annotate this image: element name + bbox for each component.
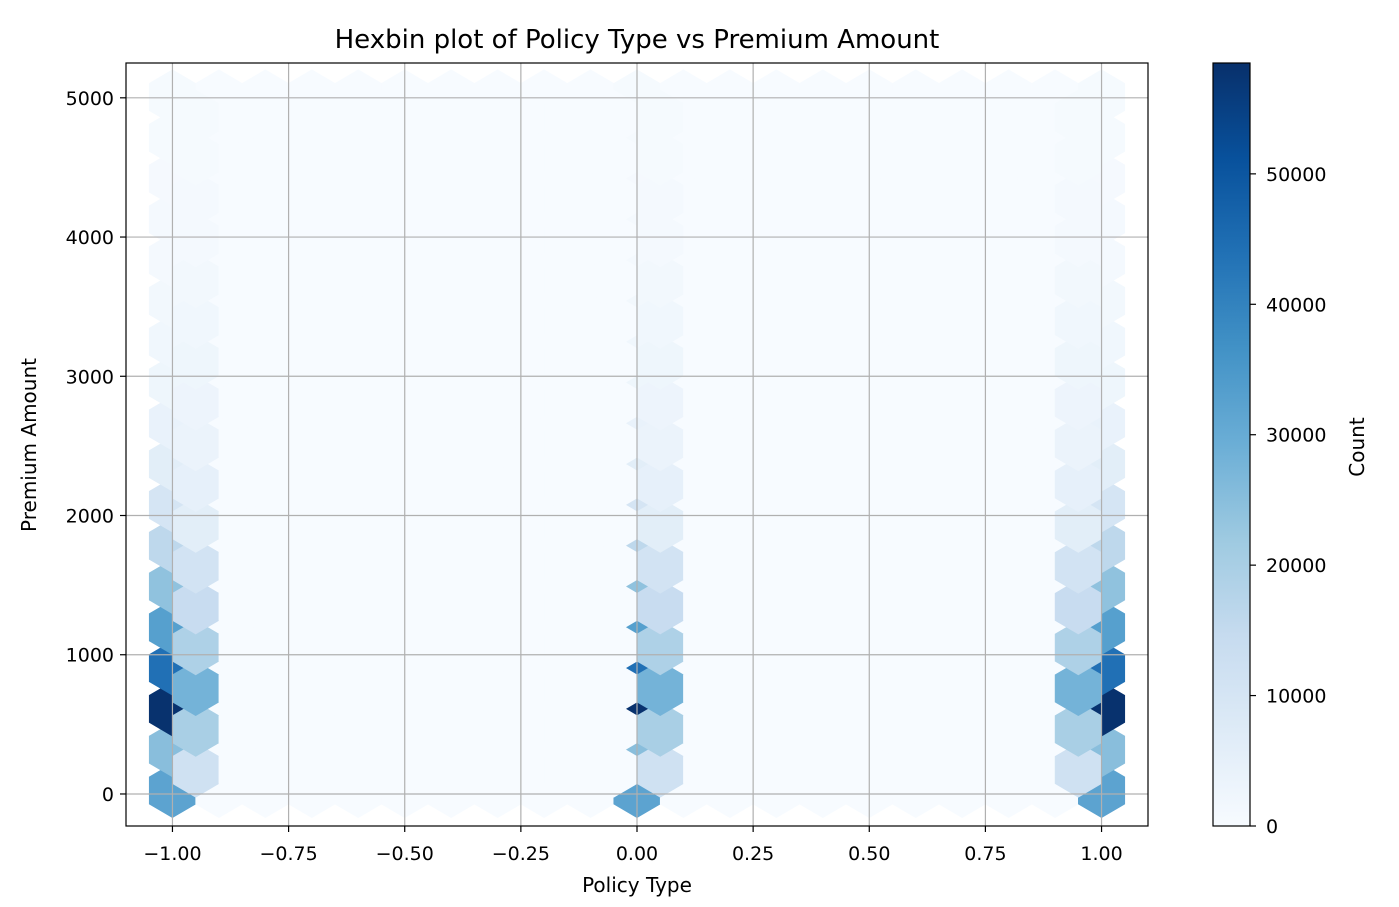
y-tick-label: 2000 <box>66 506 114 528</box>
x-tick-label: 0.00 <box>616 843 658 865</box>
plot-area <box>125 62 1149 827</box>
x-tick-label: 0.50 <box>848 843 890 865</box>
colorbar-tick-label: 0 <box>1266 816 1278 838</box>
x-tick-label: −0.75 <box>259 843 317 865</box>
x-tick-label: 1.00 <box>1080 843 1122 865</box>
y-tick-label: 4000 <box>66 227 114 249</box>
colorbar-tick-label: 40000 <box>1266 294 1326 316</box>
colorbar-tick-label: 10000 <box>1266 686 1326 708</box>
x-axis-ticks: −1.00 −0.75 −0.50 −0.25 0.00 0.25 0.50 0.75 1.00 <box>143 826 1123 865</box>
colorbar-tick-label: 50000 <box>1266 164 1326 186</box>
x-tick-label: −1.00 <box>143 843 201 865</box>
x-tick-label: 0.75 <box>964 843 1006 865</box>
y-tick-label: 5000 <box>66 88 114 110</box>
x-tick-label: −0.50 <box>376 843 434 865</box>
x-tick-label: −0.25 <box>492 843 550 865</box>
colorbar-tick-label: 30000 <box>1266 425 1326 447</box>
y-axis-ticks: 0 1000 2000 3000 4000 5000 <box>66 88 126 806</box>
y-axis-label: Premium Amount <box>17 358 41 532</box>
y-tick-label: 1000 <box>66 645 114 667</box>
colorbar-ticks: 0 10000 20000 30000 40000 50000 <box>1250 164 1326 838</box>
y-tick-label: 0 <box>102 784 114 806</box>
colorbar-tick-label: 20000 <box>1266 555 1326 577</box>
grid-lines <box>126 63 1148 826</box>
colorbar-label: Count <box>1345 417 1369 477</box>
x-tick-label: 0.25 <box>732 843 774 865</box>
colorbar-gradient <box>1212 62 1251 827</box>
x-axis-label: Policy Type <box>582 873 692 897</box>
y-tick-label: 3000 <box>66 366 114 388</box>
colorbar: 0 10000 20000 30000 40000 50000 Count <box>1212 62 1369 838</box>
chart-title: Hexbin plot of Policy Type vs Premium Am… <box>335 25 940 55</box>
